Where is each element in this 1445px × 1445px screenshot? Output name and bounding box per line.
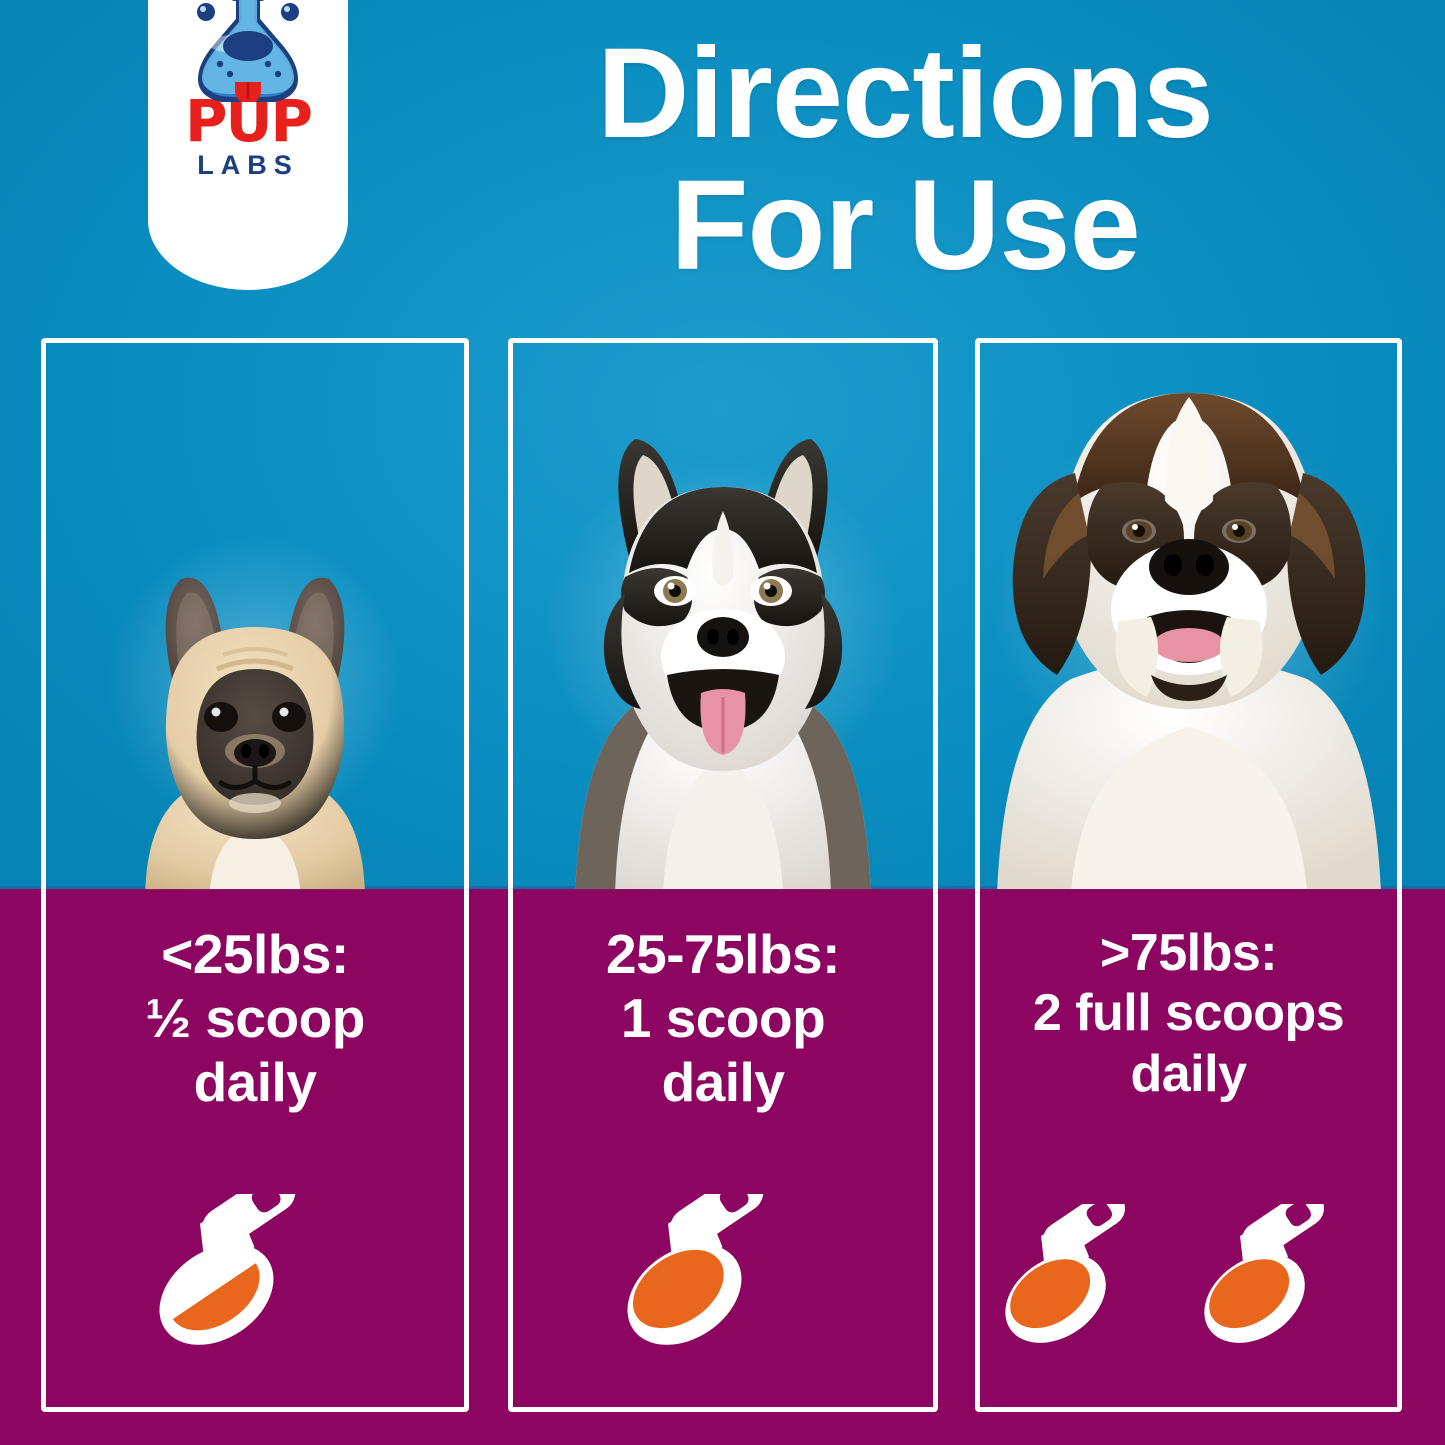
weight-range-label: 25-75lbs: [606,923,840,985]
dose-label: 2 full scoops [1032,984,1345,1043]
frequency-label: daily [661,1050,785,1113]
weight-range-label: <25lbs: [161,923,349,985]
full-scoop-icon [1004,1204,1125,1343]
page-title-line-1: Directions [597,22,1214,165]
page-title: Directions For Use [380,28,1430,292]
full-scoop-icon [627,1194,764,1345]
weight-range-label: >75lbs: [1099,924,1278,982]
brand-wordmark-pup: PUP [184,87,313,155]
flask-dog-nose-icon [148,0,348,102]
frequency-label: daily [193,1050,317,1113]
scoop-icons-small-dog [46,1179,464,1379]
scoop-icons-large-dog [980,1179,1397,1379]
background-lower-magenta [0,889,1445,1445]
dosage-panel-small-dog: <25lbs: ½ scoop daily [41,338,469,1412]
dose-label: ½ scoop [145,986,365,1049]
dog-photo-french-bulldog [46,343,464,889]
full-scoop-icon [1203,1204,1324,1343]
dosage-panel-large-dog: >75lbs: 2 full scoops daily [975,338,1402,1412]
dosage-text-small-dog: <25lbs: ½ scoop daily [46,923,464,1114]
scoop-icons-medium-dog [513,1179,933,1379]
dog-photo-siberian-husky [513,343,933,889]
dosage-text-medium-dog: 25-75lbs: 1 scoop daily [513,923,933,1114]
dog-photo-saint-bernard [980,343,1397,889]
dose-label: 1 scoop [620,986,826,1049]
dosage-text-large-dog: >75lbs: 2 full scoops daily [980,923,1397,1104]
dosage-panel-medium-dog: 25-75lbs: 1 scoop daily [508,338,938,1412]
frequency-label: daily [1130,1044,1248,1103]
half-scoop-icon [159,1194,296,1347]
page-title-line-2: For Use [670,153,1141,297]
brand-logo-badge: PUP LABS [148,0,348,290]
brand-wordmark-labs: LABS [197,150,299,181]
